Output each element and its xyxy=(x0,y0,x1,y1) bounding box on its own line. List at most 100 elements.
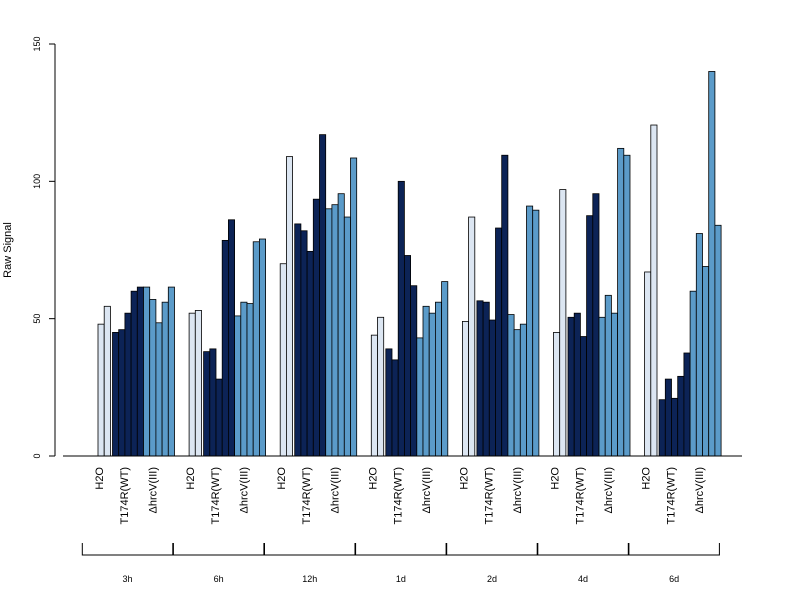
bar xyxy=(650,124,658,457)
bar xyxy=(513,329,521,457)
bar xyxy=(623,154,631,457)
bar xyxy=(112,331,120,457)
group-label: ΔhrcV(III) xyxy=(148,467,160,513)
bar xyxy=(592,193,600,457)
bar xyxy=(482,301,490,457)
bar xyxy=(677,375,685,457)
bar xyxy=(573,312,581,457)
bar xyxy=(526,205,534,457)
bar xyxy=(391,359,399,457)
bar xyxy=(428,312,436,457)
bar xyxy=(644,271,652,457)
bar xyxy=(294,223,302,457)
timepoint-label: 2d xyxy=(487,574,497,584)
bar xyxy=(279,263,287,457)
bar xyxy=(410,285,418,457)
bar xyxy=(553,331,561,457)
bar xyxy=(215,378,223,457)
bar xyxy=(203,351,211,457)
y-tick-label: 150 xyxy=(32,36,42,51)
bar xyxy=(194,310,202,457)
bar xyxy=(130,290,138,457)
bar xyxy=(519,323,527,457)
group-label: H2O xyxy=(94,467,106,490)
timepoint-bracket xyxy=(537,543,629,556)
x-labels: H2O T174R(WT) ΔhrcV(III) H2O T174R(WT) ΔhrcV(… xyxy=(94,467,706,525)
bar xyxy=(689,290,697,457)
bar xyxy=(403,255,411,457)
bar xyxy=(161,301,169,457)
group-label: H2O xyxy=(641,467,653,490)
group-label: T174R(WT) xyxy=(119,467,131,524)
bar xyxy=(617,147,625,457)
bar xyxy=(136,286,144,457)
bar xyxy=(695,233,703,457)
bar xyxy=(155,322,163,457)
group-label: T174R(WT) xyxy=(210,467,222,524)
bar xyxy=(671,397,679,457)
bar xyxy=(258,238,266,457)
bar xyxy=(476,300,484,457)
bar xyxy=(664,378,672,457)
group-label: H2O xyxy=(185,467,197,490)
bar xyxy=(143,286,151,457)
bar xyxy=(312,198,320,457)
bar xyxy=(325,208,333,457)
bar xyxy=(221,239,229,457)
bar xyxy=(227,219,235,457)
bar xyxy=(702,266,710,457)
y-axis-label: Raw Signal xyxy=(2,222,14,278)
bar xyxy=(331,204,339,457)
bar xyxy=(209,348,217,457)
bar xyxy=(532,209,540,457)
bar xyxy=(658,399,666,457)
bar xyxy=(234,315,242,457)
y-axis: 0 50 100 150 xyxy=(32,36,56,459)
timepoint-brackets: 3h 6h 12h 1d 2d 4d 6d xyxy=(81,543,720,584)
timepoint-label: 6h xyxy=(214,574,224,584)
timepoint-bracket xyxy=(81,543,174,556)
bar xyxy=(714,224,722,457)
bar xyxy=(468,216,476,457)
bar xyxy=(252,241,260,457)
y-tick-label: 0 xyxy=(32,453,42,458)
bar xyxy=(240,301,248,457)
bar xyxy=(416,337,424,457)
group-label: ΔhrcV(III) xyxy=(239,467,251,513)
bar xyxy=(149,299,157,457)
bar xyxy=(343,216,351,457)
timepoint-label: 4d xyxy=(578,574,588,584)
bar xyxy=(370,334,378,457)
group-label: ΔhrcV(III) xyxy=(603,467,615,513)
group-label: T174R(WT) xyxy=(301,467,313,524)
group-label: ΔhrcV(III) xyxy=(694,467,706,513)
group-label: T174R(WT) xyxy=(483,467,495,524)
timepoint-bracket xyxy=(628,543,720,556)
bar xyxy=(167,286,175,457)
bar xyxy=(559,189,567,457)
bar xyxy=(683,352,691,457)
y-tick-label: 50 xyxy=(32,314,42,324)
bar xyxy=(300,230,308,457)
timepoint-label: 3h xyxy=(123,574,133,584)
group-label: H2O xyxy=(367,467,379,490)
bar xyxy=(604,294,612,457)
group-label: H2O xyxy=(458,467,470,490)
bar xyxy=(611,312,619,457)
timepoint-label: 12h xyxy=(302,574,317,584)
timepoint-bracket xyxy=(446,543,538,556)
bar xyxy=(586,215,594,457)
bar xyxy=(188,312,196,457)
bar xyxy=(246,303,254,457)
timepoint-bracket xyxy=(264,543,356,556)
bar xyxy=(319,134,327,457)
bar xyxy=(708,71,716,457)
group-label: T174R(WT) xyxy=(575,467,587,524)
bar xyxy=(97,323,105,457)
bar xyxy=(285,156,293,457)
bar xyxy=(103,305,111,457)
bar xyxy=(501,154,509,457)
bar xyxy=(350,157,358,457)
group-label: ΔhrcV(III) xyxy=(330,467,342,513)
